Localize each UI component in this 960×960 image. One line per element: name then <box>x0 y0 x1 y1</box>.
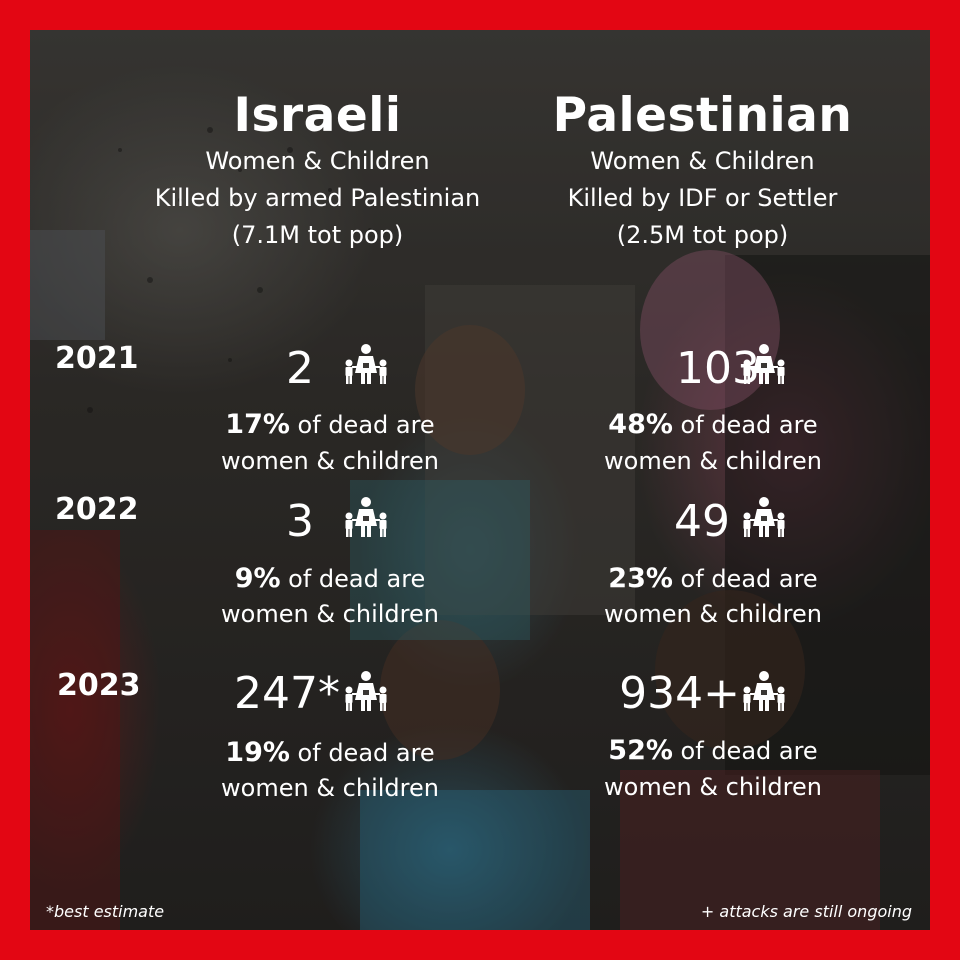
photo-frame <box>30 30 930 930</box>
palestinian-percent-line: 52% of dead are <box>553 732 873 770</box>
palestinian-subtitle-line2: Killed by IDF or Settler <box>567 184 838 212</box>
palestinian-percent-line: 48% of dead are <box>553 406 873 444</box>
palestinian-subtitle-line1: Women & Children <box>590 147 815 175</box>
family-icon <box>740 343 788 389</box>
footnote-ongoing: + attacks are still ongoing <box>700 902 912 921</box>
israeli-percent: 19% <box>225 737 290 768</box>
footnote-best-estimate: *best estimate <box>46 902 165 921</box>
palestinian-percent-line2: women & children <box>604 600 822 628</box>
israeli-percent-line: 17% of dead are <box>170 406 490 444</box>
israeli-percent-line: 9% of dead are <box>170 560 490 598</box>
israeli-count: 2 <box>286 343 314 394</box>
israeli-percent: 17% <box>225 409 290 440</box>
israeli-count: 3 <box>286 496 314 547</box>
family-icon <box>342 496 390 542</box>
photo-overlay <box>30 30 930 930</box>
israeli-subtitle-line2: Killed by armed Palestinian <box>154 184 481 212</box>
palestinian-count: 934+ <box>619 668 740 719</box>
year-label: 2023 <box>57 668 141 703</box>
palestinian-percent: 52% <box>608 735 673 766</box>
israeli-percent-line: 19% of dead are <box>170 734 490 772</box>
palestinian-percent-line2: women & children <box>604 447 822 475</box>
palestinian-percent: 23% <box>608 563 673 594</box>
family-icon <box>342 670 390 716</box>
israeli-percent-line2: women & children <box>221 774 439 802</box>
year-label: 2022 <box>55 492 139 527</box>
family-icon <box>740 670 788 716</box>
israeli-percent-text: of dead are <box>289 411 435 439</box>
israeli-percent-line2: women & children <box>221 447 439 475</box>
palestinian-percent-text: of dead are <box>672 411 818 439</box>
palestinian-percent-text: of dead are <box>672 737 818 765</box>
family-icon <box>740 496 788 542</box>
israeli-percent: 9% <box>234 563 281 594</box>
israeli-subtitle-line1: Women & Children <box>205 147 430 175</box>
israeli-title: Israeli <box>233 88 402 143</box>
background-photo <box>30 30 930 930</box>
palestinian-percent-text: of dead are <box>672 565 818 593</box>
israeli-percent-text: of dead are <box>289 739 435 767</box>
palestinian-count: 103 <box>676 343 760 394</box>
palestinian-percent-line2: women & children <box>604 773 822 801</box>
year-label: 2021 <box>55 341 139 376</box>
palestinian-count: 49 <box>674 496 730 547</box>
palestinian-subtitle-line3: (2.5M tot pop) <box>616 221 789 249</box>
palestinian-percent-line: 23% of dead are <box>553 560 873 598</box>
israeli-percent-line2: women & children <box>221 600 439 628</box>
palestinian-percent: 48% <box>608 409 673 440</box>
israeli-subtitle-line3: (7.1M tot pop) <box>231 221 404 249</box>
family-icon <box>342 343 390 389</box>
palestinian-title: Palestinian <box>552 88 853 143</box>
israeli-count: 247* <box>234 668 340 719</box>
israeli-percent-text: of dead are <box>280 565 426 593</box>
